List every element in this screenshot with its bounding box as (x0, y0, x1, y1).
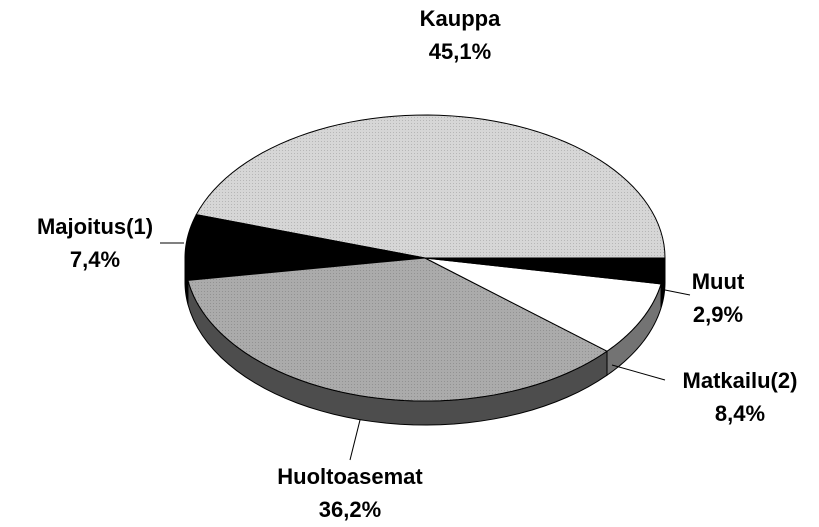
slice-value-label: 8,4% (715, 401, 765, 426)
leader-line (664, 289, 691, 296)
slice-label: Majoitus(1) (37, 214, 153, 239)
slice-value-label: 45,1% (429, 39, 491, 64)
pie-slice (424, 257, 662, 352)
pie-slice (184, 214, 426, 281)
pie-slice (424, 257, 666, 285)
slice-texture (187, 258, 608, 401)
slice-value-label: 2,9% (693, 302, 743, 327)
slice-texture (196, 115, 665, 258)
slice-label: Matkailu(2) (683, 368, 798, 393)
slice-label: Muut (692, 269, 745, 294)
slice-label: Kauppa (420, 6, 501, 31)
leader-line (349, 419, 361, 461)
leader-line (611, 364, 666, 381)
slice-value-label: 7,4% (70, 247, 120, 272)
slice-label: Huoltoasemat (277, 464, 423, 489)
slice-value-label: 36,2% (319, 497, 381, 522)
